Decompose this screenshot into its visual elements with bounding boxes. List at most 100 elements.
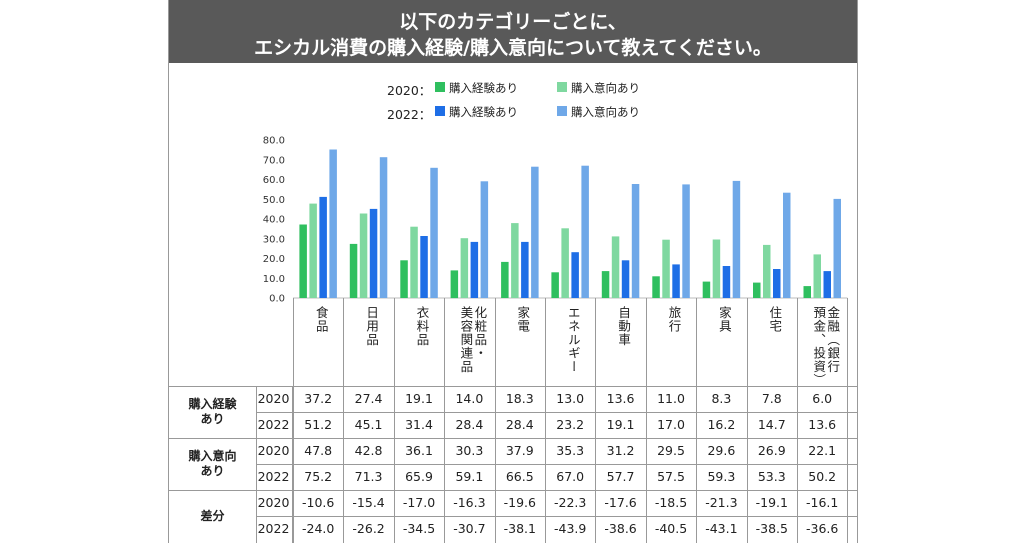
bar	[460, 238, 469, 298]
table-cell: 22.1	[808, 443, 837, 458]
table-row-divider	[169, 386, 857, 387]
bar	[299, 224, 307, 298]
bar	[420, 236, 428, 298]
bar	[753, 282, 761, 298]
table-cell: 59.1	[455, 469, 484, 484]
table-cell: 66.5	[505, 469, 534, 484]
table-cell: -43.9	[554, 521, 587, 536]
table-cell: -34.5	[402, 521, 436, 536]
bar	[652, 276, 660, 298]
column-divider	[494, 298, 496, 543]
bar	[561, 228, 569, 298]
legend-swatch	[557, 106, 567, 116]
table-cell: -24.0	[302, 521, 335, 536]
y-tick-label: 60.0	[263, 175, 285, 186]
legend-year: 2022：	[387, 107, 432, 122]
x-category-label-line: 日用品	[364, 306, 380, 347]
table-column-divider	[256, 386, 257, 543]
bar	[410, 226, 418, 298]
table-year-cell: 2022	[257, 417, 290, 432]
y-tick-label: 70.0	[263, 155, 285, 166]
x-category-label: 住宅	[766, 306, 782, 386]
column-divider	[847, 298, 849, 543]
table-cell: 50.2	[808, 469, 837, 484]
bar	[329, 149, 337, 298]
bar	[722, 266, 731, 298]
bar	[581, 165, 589, 298]
table-cell: -43.1	[705, 521, 738, 536]
table-cell: 71.3	[354, 469, 383, 484]
table-cell: 13.6	[808, 417, 837, 432]
table-cell: 31.2	[606, 443, 635, 458]
table-year-cell: 2022	[257, 469, 290, 484]
table-year-cell: 2022	[257, 521, 290, 536]
x-category-label-line: 金融（銀行	[825, 306, 841, 374]
bar	[732, 180, 741, 298]
bar	[621, 260, 630, 298]
table-cell: 57.7	[606, 469, 635, 484]
bar	[551, 272, 559, 298]
table-row-header-line: 購入経験	[188, 397, 237, 411]
table-cell: 42.8	[354, 443, 383, 458]
table-cell: 14.0	[455, 391, 484, 406]
table-cell: -19.1	[755, 495, 788, 510]
table-cell: -22.3	[554, 495, 587, 510]
table-cell: 67.0	[556, 469, 585, 484]
bar	[813, 254, 821, 298]
table-cell: 29.6	[707, 443, 736, 458]
y-tick-label: 30.0	[263, 234, 285, 245]
table-cell: 16.2	[707, 417, 736, 432]
table-cell: -17.0	[402, 495, 436, 510]
bar	[712, 239, 721, 298]
legend: 2020： 購入経験あり 購入意向あり 2022： 購入経験あり 購入意向あり	[387, 78, 687, 124]
y-tick-label: 80.0	[263, 136, 285, 147]
table-cell: -36.6	[806, 521, 839, 536]
x-category-label-line: 食品	[313, 306, 329, 333]
y-tick-label: 50.0	[263, 195, 285, 206]
x-category-label: 自動車	[615, 306, 631, 386]
bar	[480, 181, 489, 298]
table-cell: -16.1	[806, 495, 839, 510]
table-cell: 47.8	[304, 443, 333, 458]
table-row-divider	[169, 490, 857, 491]
legend-label: 購入意向あり	[571, 105, 640, 119]
table-row-divider	[257, 464, 857, 465]
table-cell: -10.6	[302, 495, 335, 510]
table-row-header: 購入経験 あり	[169, 397, 256, 427]
x-category-label: 衣料品	[414, 306, 430, 386]
table-cell: -38.6	[604, 521, 637, 536]
bar	[369, 208, 378, 298]
legend-label: 購入意向あり	[571, 81, 640, 95]
table-cell: -19.6	[503, 495, 536, 510]
x-category-label-line: 旅行	[666, 306, 682, 333]
x-category-label: 日用品	[363, 306, 380, 386]
table-row-divider	[257, 516, 857, 517]
table-cell: 36.1	[405, 443, 433, 458]
column-divider	[696, 298, 698, 543]
bar	[501, 261, 509, 298]
table-cell: 28.4	[505, 417, 534, 432]
bar	[349, 243, 358, 298]
table-cell: 75.2	[304, 469, 333, 484]
bar	[359, 213, 368, 298]
legend-swatch	[435, 106, 445, 116]
table-cell: 27.4	[354, 391, 383, 406]
table-cell: 37.2	[304, 391, 333, 406]
table-year-cell: 2020	[257, 443, 290, 458]
chart-frame: 以下のカテゴリーごとに、 エシカル消費の購入経験/購入意向について教えてください…	[168, 0, 858, 543]
table-column-divider	[292, 386, 293, 543]
bar	[430, 167, 438, 298]
table-cell: 13.6	[606, 391, 635, 406]
table-cell: 6.0	[812, 391, 833, 406]
bar	[803, 286, 811, 298]
legend-swatch	[557, 82, 567, 92]
bar	[672, 264, 680, 298]
x-category-label: 化粧品・ 美容関連品	[456, 306, 487, 386]
x-category-label: 金融（銀行 預金、投資）	[809, 306, 841, 387]
table-cell: 29.5	[657, 443, 685, 458]
x-category-label-line: 家具	[716, 306, 732, 333]
table-cell: -16.3	[453, 495, 486, 510]
table-cell: -38.5	[755, 521, 788, 536]
table-cell: 17.0	[657, 417, 685, 432]
table-row-divider	[257, 412, 857, 413]
